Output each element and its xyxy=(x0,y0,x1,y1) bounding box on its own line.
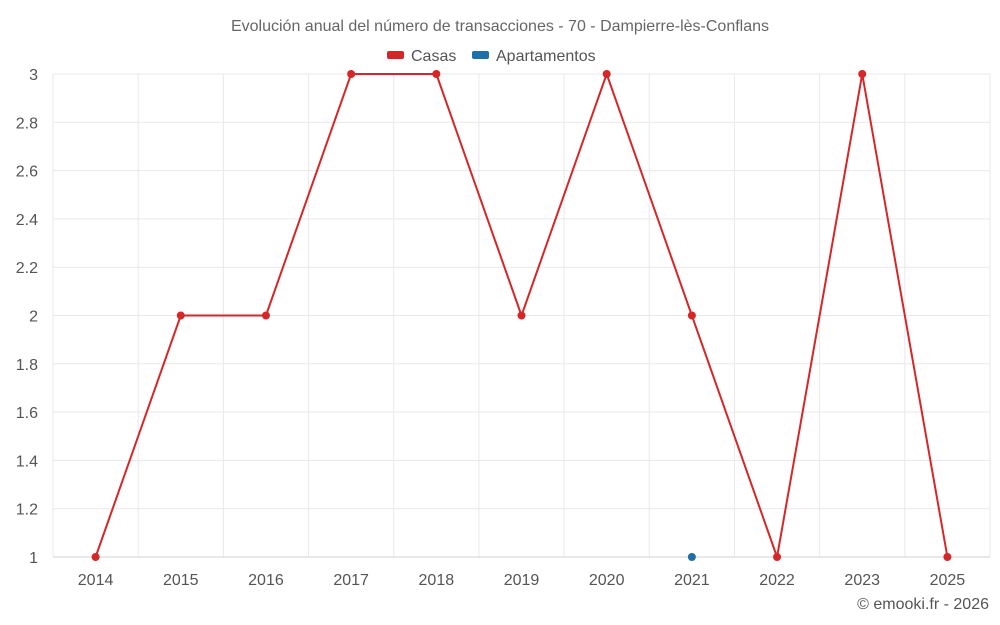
y-tick-label: 1.6 xyxy=(16,405,38,422)
legend-swatch-casas xyxy=(387,51,404,59)
x-tick-label: 2021 xyxy=(674,572,710,589)
y-axis: 1 1.2 1.4 1.6 1.8 2 2.2 2.4 2.6 2.8 3 xyxy=(16,67,38,567)
y-tick-label: 2.6 xyxy=(16,164,38,181)
x-axis: 2014 2015 2016 2017 2018 2019 2020 2021 2022 2023… xyxy=(53,556,990,589)
data-point-apartamentos[interactable] xyxy=(687,553,696,561)
x-tick-label: 2016 xyxy=(248,572,284,589)
data-point-casas[interactable] xyxy=(602,70,611,78)
x-tick-label: 2023 xyxy=(844,572,880,589)
x-tick-label: 2015 xyxy=(163,572,199,589)
y-tick-label: 2.2 xyxy=(16,260,38,277)
y-tick-label: 1.2 xyxy=(16,502,38,519)
legend-item-apartamentos[interactable]: Apartamentos xyxy=(472,48,596,65)
data-point-casas[interactable] xyxy=(176,311,185,320)
x-tick-label: 2020 xyxy=(589,572,625,589)
legend-item-casas[interactable]: Casas xyxy=(387,48,456,65)
data-point-casas[interactable] xyxy=(347,70,356,78)
y-tick-label: 3 xyxy=(29,67,38,84)
legend-label-casas: Casas xyxy=(411,48,456,65)
y-tick-label: 2 xyxy=(29,309,38,326)
x-tick-label: 2019 xyxy=(504,572,540,589)
data-point-casas[interactable] xyxy=(261,311,270,320)
y-tick-label: 1 xyxy=(29,550,38,567)
data-point-casas[interactable] xyxy=(687,311,696,320)
series-layer xyxy=(91,70,952,561)
x-tick-label: 2025 xyxy=(930,572,966,589)
data-point-casas[interactable] xyxy=(943,553,952,561)
y-tick-label: 1.4 xyxy=(16,453,38,470)
x-tick-label: 2018 xyxy=(419,572,455,589)
x-tick-label: 2022 xyxy=(759,572,795,589)
y-tick-label: 2.8 xyxy=(16,115,38,132)
y-tick-label: 1.8 xyxy=(16,357,38,374)
credit-text: © emooki.fr - 2026 xyxy=(857,596,989,613)
x-tick-label: 2014 xyxy=(78,572,114,589)
legend: Casas Apartamentos xyxy=(387,48,596,65)
legend-label-apartamentos: Apartamentos xyxy=(496,48,596,65)
x-tick-label: 2017 xyxy=(333,572,369,589)
legend-swatch-apartamentos xyxy=(472,51,489,59)
y-tick-label: 2.4 xyxy=(16,212,38,229)
data-point-casas[interactable] xyxy=(773,553,782,561)
data-point-casas[interactable] xyxy=(91,553,100,561)
chart-title: Evolución anual del número de transaccio… xyxy=(231,18,769,35)
data-point-casas[interactable] xyxy=(858,70,867,78)
data-point-casas[interactable] xyxy=(432,70,441,78)
data-point-casas[interactable] xyxy=(517,311,526,320)
